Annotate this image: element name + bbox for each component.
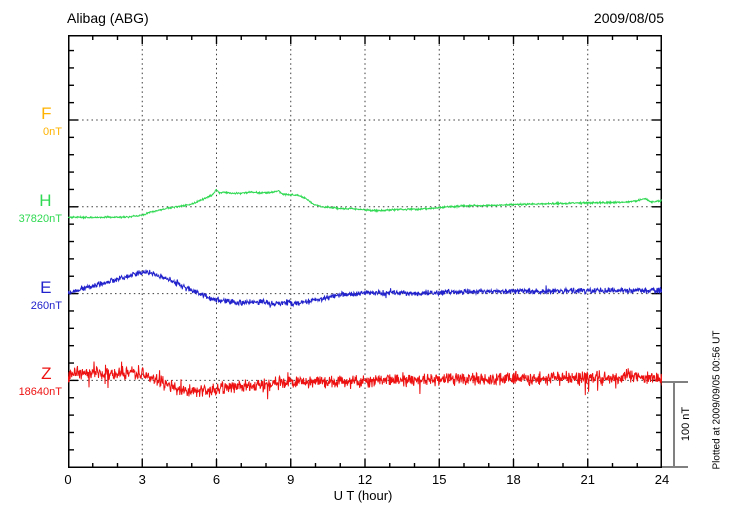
scale-bar-bottom-cap	[662, 466, 688, 468]
scale-bar-line	[673, 382, 675, 467]
plot-area	[68, 35, 662, 468]
x-tick-label: 0	[64, 472, 72, 487]
channel-label-h: H 37820nT	[0, 192, 62, 225]
x-axis-title: U T (hour)	[333, 488, 393, 503]
channel-label-e: E 260nT	[0, 279, 62, 312]
x-tick-label: 3	[138, 472, 146, 487]
plot-date: 2009/08/05	[593, 10, 664, 26]
channel-baseline-value-f: 0nT	[43, 126, 62, 138]
plot-timestamp: Plotted at 2009/09/05 00:56 UT	[711, 330, 723, 470]
x-tick-label: 15	[432, 472, 447, 487]
channel-label-z: Z 18640nT	[0, 365, 62, 398]
x-tick-label: 24	[654, 472, 670, 487]
channel-letter-h: H	[39, 190, 52, 210]
x-tick-label: 9	[287, 472, 295, 487]
channel-baseline-value-z: 18640nT	[18, 386, 62, 399]
channel-letter-z: Z	[41, 364, 52, 384]
channel-letter-e: E	[40, 277, 52, 297]
channel-baseline-value-h: 37820nT	[18, 212, 62, 225]
trace-h	[68, 188, 662, 220]
x-tick-label: 21	[580, 472, 595, 487]
trace-e	[68, 269, 662, 308]
station-title: Alibag (ABG)	[67, 10, 149, 26]
channel-letter-f: F	[41, 104, 52, 123]
scale-bar-top-cap	[662, 381, 688, 383]
x-tick-label: 12	[357, 472, 373, 487]
scale-bar-label: 100 nT	[680, 406, 692, 442]
x-tick-label: 6	[212, 472, 221, 487]
x-tick-label: 18	[506, 472, 521, 487]
trace-z	[68, 361, 662, 400]
channel-label-f: F 0nT	[0, 105, 62, 138]
channel-baseline-value-e: 260nT	[30, 299, 62, 312]
